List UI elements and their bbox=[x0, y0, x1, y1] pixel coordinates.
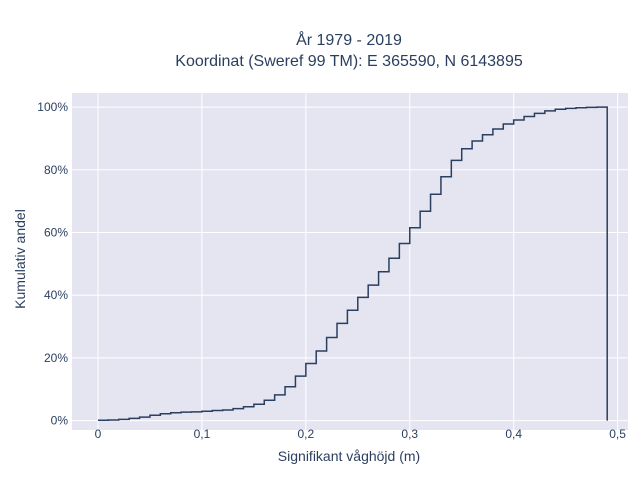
x-axis-label: Signifikant våghöjd (m) bbox=[278, 448, 420, 464]
y-tick-label: 80% bbox=[44, 163, 68, 177]
series-line-cumulative bbox=[97, 106, 608, 422]
x-tick-label: 0,4 bbox=[505, 427, 522, 441]
y-tick-label: 0% bbox=[51, 414, 69, 428]
chart-title-line-1: År 1979 - 2019 bbox=[296, 30, 402, 49]
x-tick-label: 0,2 bbox=[297, 427, 314, 441]
y-tick-label: 40% bbox=[44, 288, 68, 302]
x-tick-label: 0,1 bbox=[194, 427, 211, 441]
x-tick-label: 0,5 bbox=[609, 427, 626, 441]
y-axis-label: Kumulativ andel bbox=[12, 209, 28, 309]
x-axis-ticks: 0 0,1 0,2 0,3 0,4 0,5 bbox=[95, 427, 627, 441]
y-axis-ticks: 0% 20% 40% 60% 80% 100% bbox=[37, 100, 68, 427]
y-tick-label: 60% bbox=[44, 226, 68, 240]
x-tick-label: 0 bbox=[95, 427, 102, 441]
x-tick-label: 0,3 bbox=[401, 427, 418, 441]
chart-title-line-2: Koordinat (Sweref 99 TM): E 365590, N 61… bbox=[175, 53, 523, 70]
y-tick-label: 100% bbox=[37, 100, 68, 114]
y-tick-label: 20% bbox=[44, 351, 68, 365]
grid bbox=[72, 93, 628, 430]
plot-area bbox=[72, 93, 628, 430]
